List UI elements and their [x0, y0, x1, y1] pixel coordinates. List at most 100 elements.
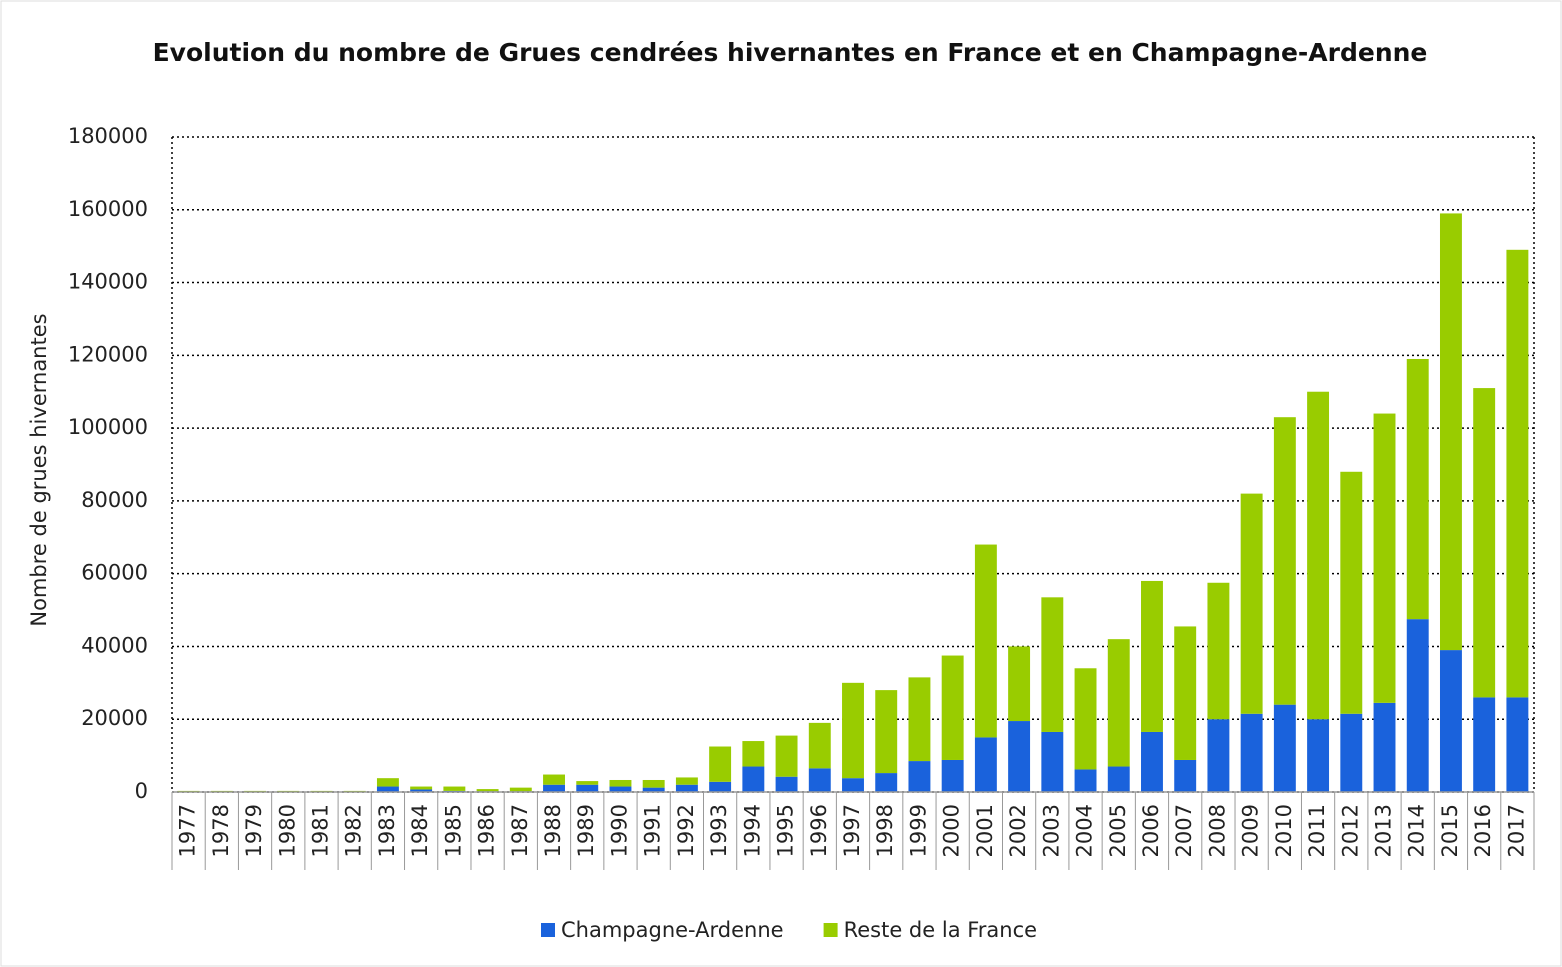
bar [1406, 358, 1429, 620]
bar [509, 787, 532, 792]
x-tick-label: 1996 [807, 804, 831, 857]
bar [476, 789, 499, 792]
x-tick-label: 1999 [906, 804, 930, 857]
bar [410, 786, 433, 790]
x-tick-label: 1991 [641, 804, 665, 857]
bar [908, 677, 931, 762]
bar [974, 544, 997, 738]
y-tick-label: 100000 [68, 415, 148, 439]
y-tick-label: 180000 [68, 124, 148, 148]
bar [1506, 697, 1529, 792]
bar [1141, 580, 1163, 732]
bar [376, 778, 399, 787]
bar [1373, 702, 1396, 792]
x-tick-label: 1990 [607, 804, 631, 857]
bar [808, 768, 831, 792]
bar [775, 776, 798, 792]
bar [1074, 668, 1097, 770]
bar [709, 746, 732, 782]
bar [1141, 731, 1163, 792]
legend-label: Champagne-Ardenne [561, 918, 784, 942]
bar [1373, 413, 1396, 703]
bar [410, 789, 433, 792]
bar [642, 779, 665, 788]
y-tick-label: 160000 [68, 197, 148, 221]
bar [1207, 582, 1230, 720]
bar [808, 722, 831, 769]
x-tick-label: 2010 [1272, 804, 1296, 857]
bar [941, 759, 964, 792]
x-tick-label: 1981 [308, 804, 332, 857]
bar [1107, 639, 1130, 767]
x-tick-label: 2012 [1338, 804, 1362, 857]
bar [376, 786, 399, 792]
bar [543, 774, 565, 785]
x-tick-label: 2009 [1239, 804, 1263, 857]
x-tick-label: 1988 [541, 804, 565, 857]
bar [1273, 704, 1296, 792]
legend-swatch [541, 923, 555, 937]
bar [1174, 626, 1197, 760]
bar [1340, 471, 1363, 714]
x-tick-label: 2007 [1172, 804, 1196, 857]
x-tick-label: 1980 [275, 804, 299, 857]
y-axis-label: Nombre de grues hivernantes [27, 313, 51, 626]
x-tick-label: 2013 [1372, 804, 1396, 857]
x-tick-label: 1982 [342, 804, 366, 857]
y-tick-label: 0 [135, 779, 148, 803]
y-tick-label: 140000 [68, 270, 148, 294]
y-tick-label: 40000 [81, 633, 148, 657]
bar [842, 778, 864, 792]
y-tick-label: 80000 [81, 488, 148, 512]
bar [1174, 759, 1197, 792]
bar [742, 741, 765, 767]
x-tick-label: 1979 [242, 804, 266, 857]
x-tick-label: 2008 [1205, 804, 1229, 857]
x-tick-label: 1994 [740, 804, 764, 857]
bar [1340, 713, 1363, 792]
x-tick-label: 1983 [375, 804, 399, 857]
bar [908, 761, 931, 792]
bar [576, 784, 599, 792]
bar [1008, 646, 1031, 722]
bar [1074, 769, 1097, 792]
bar [1041, 597, 1064, 732]
bar [443, 786, 466, 791]
bar [1240, 493, 1263, 714]
x-tick-label: 2006 [1139, 804, 1163, 857]
x-tick-label: 1992 [674, 804, 698, 857]
bar [941, 655, 964, 760]
x-tick-label: 2001 [973, 804, 997, 857]
bar [1307, 391, 1330, 720]
bar [875, 773, 898, 792]
x-tick-label: 1997 [840, 804, 864, 857]
bar [1506, 249, 1529, 698]
x-tick-label: 2016 [1471, 804, 1495, 857]
bar [775, 735, 798, 777]
x-tick-label: 2011 [1305, 804, 1329, 857]
chart-title: Evolution du nombre de Grues cendrées hi… [153, 38, 1428, 67]
legend-swatch [823, 923, 838, 937]
bar [1207, 719, 1230, 792]
bar [642, 787, 665, 792]
x-tick-label: 1977 [176, 804, 200, 857]
bar [543, 784, 565, 792]
x-tick-label: 2005 [1106, 804, 1130, 857]
x-tick-label: 2003 [1039, 804, 1063, 857]
x-tick-label: 1986 [475, 804, 499, 857]
bar [742, 766, 765, 792]
bar [1273, 417, 1296, 705]
x-tick-label: 1978 [209, 804, 233, 857]
x-tick-label: 2015 [1438, 804, 1462, 857]
legend-label: Reste de la France [844, 918, 1037, 942]
bar [1107, 766, 1130, 792]
x-tick-label: 1989 [574, 804, 598, 857]
y-tick-label: 60000 [81, 561, 148, 585]
x-tick-label: 2002 [1006, 804, 1030, 857]
x-tick-label: 1984 [408, 804, 432, 857]
bar [1439, 650, 1462, 792]
bar [1473, 388, 1496, 698]
bar [609, 779, 632, 787]
bar [875, 690, 898, 774]
